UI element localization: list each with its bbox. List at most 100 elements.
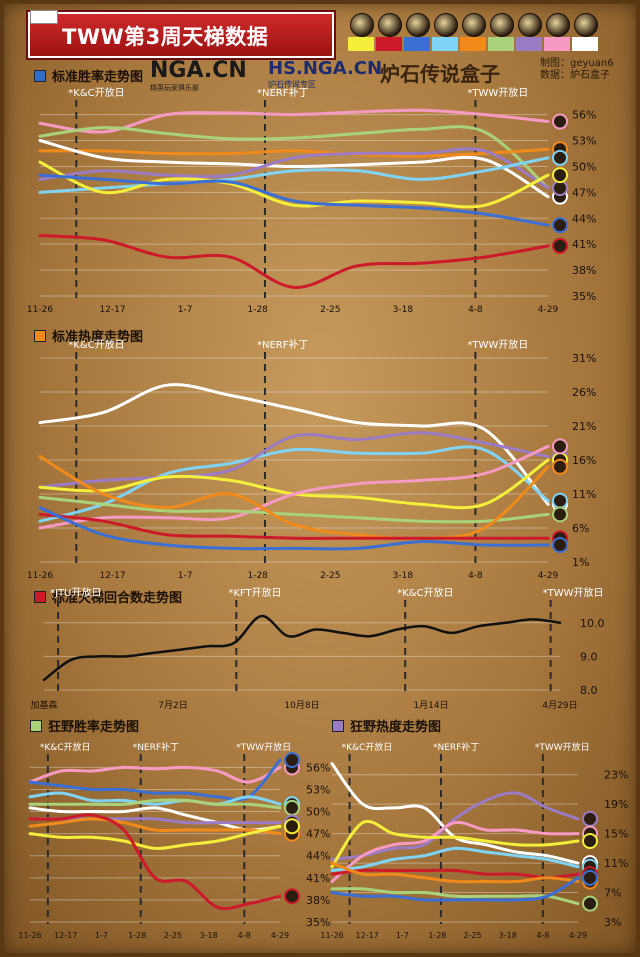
series-line	[28, 798, 282, 810]
event-marker-label: *K&C开放日	[40, 741, 91, 753]
x-tick-label: 4-29	[271, 931, 289, 940]
y-tick-label: 16%	[572, 454, 596, 467]
series-line	[38, 458, 550, 510]
x-tick-label: 4月29日	[542, 700, 577, 711]
x-tick-label: 12-17	[99, 305, 125, 315]
series-line	[38, 160, 550, 209]
series-line	[38, 383, 550, 506]
x-tick-label: 3-18	[393, 571, 414, 581]
x-tick-label: 12-17	[54, 931, 77, 940]
hs-logo: HS.NGA.CN 炉石传说专区	[268, 58, 383, 89]
class-color-swatch	[404, 37, 430, 51]
series-end-icon	[552, 506, 568, 523]
event-marker-label: *TWW开放日	[236, 741, 291, 753]
event-marker-label: *NERF补丁	[133, 741, 179, 753]
y-tick-label: 8.0	[580, 684, 598, 697]
x-tick-label: 1-28	[428, 931, 446, 940]
wild-win-title: 狂野胜率走势图	[30, 716, 139, 735]
series-line	[38, 173, 550, 227]
series-line	[38, 512, 550, 540]
x-tick-label: 11-26	[18, 931, 41, 940]
series-end-icon	[552, 537, 568, 553]
series-end-icon	[582, 895, 598, 912]
flag-icon	[30, 10, 58, 24]
series-line	[28, 791, 282, 806]
event-marker-label: *TWW开放日	[467, 86, 528, 99]
y-tick-label: 56%	[572, 109, 596, 122]
x-tick-label: 11-26	[27, 571, 53, 581]
y-tick-label: 21%	[572, 420, 596, 433]
std-pop-title: 标准热度走势图	[34, 326, 143, 345]
event-marker-label: *NERF补丁	[433, 741, 479, 753]
x-tick-label: 2-25	[320, 305, 340, 315]
title-banner: TWW第3周天梯数据	[28, 12, 334, 58]
series-line	[38, 108, 550, 134]
series-end-icon	[552, 237, 568, 254]
x-tick-label: 1-7	[95, 931, 108, 940]
event-marker-label: *NERF补丁	[257, 86, 309, 99]
series-line	[38, 234, 550, 289]
warlock-icon	[546, 13, 570, 37]
x-tick-label: 4-8	[468, 571, 483, 581]
class-color-swatch	[488, 37, 514, 51]
series-line	[330, 861, 580, 884]
series-line	[38, 495, 550, 524]
section-color-box	[34, 591, 46, 603]
series-line	[330, 887, 580, 906]
x-tick-label: 4-8	[536, 931, 549, 940]
x-tick-label: 1-28	[128, 931, 146, 940]
y-tick-label: 10.0	[580, 617, 605, 630]
x-tick-label: 12-17	[356, 931, 379, 940]
druid-icon	[350, 13, 374, 37]
paladin-icon	[434, 13, 458, 37]
series-line	[38, 147, 550, 158]
event-marker-label: *K&C开放日	[68, 338, 124, 351]
series-line	[42, 614, 562, 682]
warrior-icon	[574, 13, 598, 37]
series-line	[28, 824, 282, 850]
series-line	[28, 813, 282, 911]
x-tick-label: 2-25	[463, 931, 481, 940]
hs-logo-text: HS.NGA.CN	[268, 58, 383, 79]
credit-made-by: 制图：geyuan6	[540, 58, 614, 69]
x-tick-label: 1月14日	[413, 700, 448, 711]
event-marker-label: *K&C开放日	[342, 741, 393, 753]
y-tick-label: 47%	[572, 186, 596, 199]
series-end-icon	[552, 180, 568, 197]
mage-icon	[406, 13, 430, 37]
chart-2: 10.0 9.0 8.0 加基森 7月2日 10月8日 1月14日 4月29日 *JTU开放日 *…	[30, 586, 604, 711]
event-marker-label: *TWW开放日	[535, 741, 590, 753]
y-tick-label: 53%	[572, 135, 596, 148]
event-marker-label: *K&C开放日	[68, 86, 124, 99]
series-line	[38, 506, 550, 551]
series-end-icon	[552, 217, 568, 234]
event-marker-label: *KFT开放日	[228, 586, 281, 599]
series-line	[38, 156, 550, 194]
y-tick-label: 1%	[572, 556, 589, 569]
class-color-swatch	[376, 37, 402, 51]
x-tick-label: 3-18	[393, 305, 414, 315]
series-end-icon	[552, 149, 568, 166]
priest-icon	[462, 13, 486, 37]
turns-title: 标准天梯回合数走势图	[34, 587, 182, 606]
class-color-swatch	[544, 37, 570, 51]
section-color-box	[30, 720, 42, 732]
series-end-icon	[552, 458, 568, 475]
x-tick-label: 4-29	[538, 571, 559, 581]
series-end-icon	[552, 113, 568, 130]
y-tick-label: 11%	[572, 488, 596, 501]
credits: 制图：geyuan6 数据：炉石盒子	[540, 58, 614, 82]
x-tick-label: 11-26	[27, 305, 53, 315]
nga-logo-text: NGA.CN	[150, 58, 247, 83]
y-tick-label: 23%	[604, 769, 628, 782]
y-tick-label: 31%	[572, 352, 596, 365]
section-color-box	[34, 70, 46, 82]
series-end-icon	[284, 888, 300, 905]
x-tick-label: 4-29	[569, 931, 587, 940]
y-tick-label: 35%	[306, 916, 330, 929]
series-line	[38, 147, 550, 190]
x-tick-label: 1-7	[396, 931, 409, 940]
y-tick-label: 44%	[572, 212, 596, 225]
